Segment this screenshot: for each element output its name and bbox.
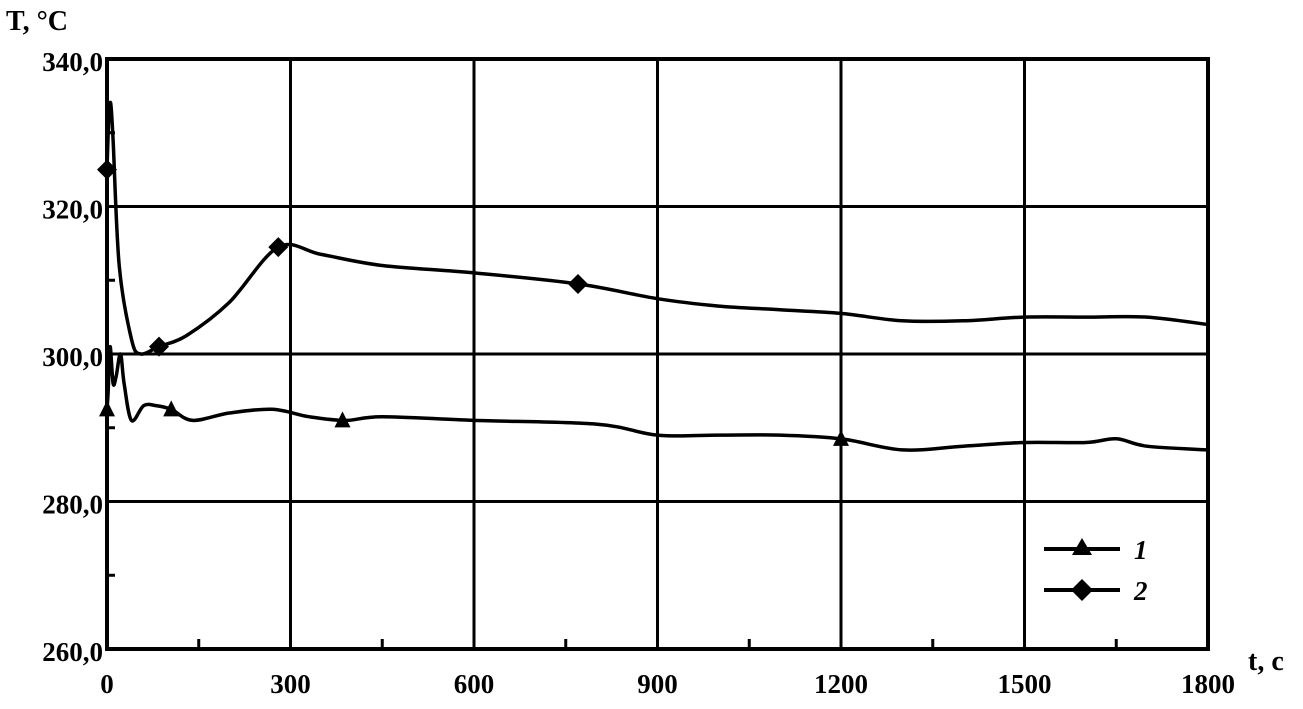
y-tick-label: 340,0 — [42, 47, 103, 77]
series-1-marker — [99, 400, 115, 417]
x-tick-label: 900 — [637, 669, 678, 699]
x-axis-label: t, c — [1248, 646, 1284, 677]
legend-label-1: 1 — [1134, 535, 1148, 565]
legend-marker-triangle — [1072, 538, 1092, 555]
tick-labels: 0 300 600 900 1200 1500 1800 260,0 280,0 300,0 320… — [42, 47, 1235, 699]
series-1-marker — [163, 400, 180, 417]
series-1-marker — [334, 411, 351, 428]
legend: 1 2 — [1030, 528, 1180, 612]
series-group — [97, 100, 1209, 452]
legend-marker-diamond — [1071, 579, 1093, 601]
series-2-marker — [148, 336, 169, 357]
y-tick-label: 300,0 — [42, 342, 103, 372]
series-2-marker — [97, 159, 117, 180]
x-tick-label: 600 — [454, 669, 495, 699]
x-tick-label: 0 — [100, 669, 114, 699]
y-tick-label: 320,0 — [42, 195, 103, 225]
y-tick-label: 260,0 — [42, 637, 103, 667]
series-1-marker — [833, 429, 849, 446]
series-2-line — [105, 100, 1209, 356]
series-2-marker — [268, 237, 289, 258]
x-tick-label: 1500 — [998, 669, 1052, 699]
series-2-marker — [567, 273, 588, 294]
y-axis-label: T, °C — [6, 6, 68, 37]
x-tick-label: 1800 — [1181, 669, 1235, 699]
y-tick-label: 280,0 — [42, 490, 103, 520]
legend-label-2: 2 — [1133, 576, 1148, 606]
legend-background — [1030, 528, 1180, 612]
x-tick-label: 300 — [270, 669, 311, 699]
x-tick-label: 1200 — [814, 669, 868, 699]
plot-frame — [105, 57, 1210, 651]
